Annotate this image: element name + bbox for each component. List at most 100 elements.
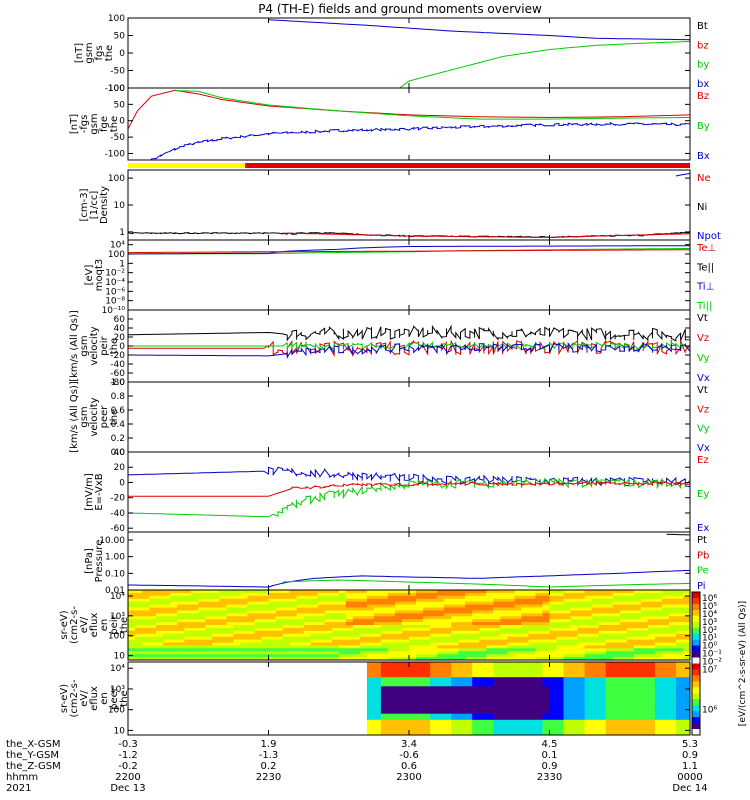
spectrogram-cell (338, 636, 347, 641)
spectrogram-cell (458, 633, 466, 638)
spectrogram-cell (205, 613, 213, 617)
spectrogram-cell (676, 689, 684, 693)
spectrogram-cell (303, 598, 312, 603)
y-tick-label: 10⁴ (110, 241, 125, 251)
spectrogram-cell (500, 728, 508, 733)
spectrogram-cell (135, 616, 143, 620)
spectrogram-cell (282, 598, 291, 603)
spectrogram-cell (570, 648, 579, 652)
spectrogram-cell (591, 633, 600, 638)
spectrogram-cell (542, 695, 550, 699)
spectrogram-cell (184, 639, 192, 643)
spectrogram-cell (451, 713, 459, 718)
spectrogram-cell (570, 710, 579, 715)
spectrogram-cell (430, 732, 438, 736)
spectrogram-cell (205, 627, 213, 632)
spectrogram-cell (514, 728, 522, 733)
spectrogram-cell (142, 642, 150, 646)
spectrogram-cell (451, 651, 459, 655)
spectrogram-cell (170, 607, 178, 611)
spectrogram-cell (380, 622, 389, 626)
spectrogram-cell (331, 633, 340, 638)
y-tick-label: 10⁴ (110, 592, 125, 602)
spectrogram-cell (394, 590, 403, 594)
spectrogram-cell (542, 677, 550, 681)
spectrogram-cell (556, 698, 564, 702)
spectrogram-cell (654, 719, 663, 724)
spectrogram-cell (135, 633, 143, 638)
spectrogram-cell (451, 668, 459, 672)
spectrogram-cell (458, 716, 466, 721)
spectrogram-cell (247, 604, 255, 608)
spectrogram-cell (612, 704, 621, 709)
spectrogram-cell (289, 642, 298, 646)
spectrogram-cell (177, 598, 185, 603)
spectrogram-cell (619, 625, 628, 629)
spectrogram-cell (472, 607, 480, 611)
spectrogram-cell (528, 680, 536, 684)
spectrogram-cell (380, 639, 389, 643)
spectrogram-cell (366, 686, 375, 690)
spectrogram-cell (605, 610, 614, 614)
x-axis-row-value: Dec 14 (672, 783, 707, 794)
spectrogram-cell (654, 639, 663, 643)
spectrogram-cell (640, 695, 649, 699)
spectrogram-cell (493, 683, 501, 687)
spectrogram-cell (633, 613, 642, 617)
spectrogram-cell (163, 625, 171, 629)
spectrogram-cell (640, 707, 649, 712)
colorbar-tick-label: 10⁶ (702, 706, 717, 716)
spectrogram-cell (549, 604, 557, 608)
spectrogram-cell (500, 642, 508, 646)
spectrogram-cell (591, 695, 600, 699)
spectrogram-cell (191, 592, 199, 597)
spectrogram-cell (387, 633, 396, 638)
spectrogram-cell (163, 648, 171, 652)
spectrogram-cell (472, 619, 480, 623)
spectrogram-cell (177, 636, 185, 641)
spectrogram-cell (584, 595, 593, 600)
spectrogram-cell (394, 665, 403, 669)
spectrogram-cell (205, 645, 213, 649)
spectrogram-cell (394, 627, 403, 632)
spectrogram-cell (198, 657, 206, 661)
x-axis-row-value: -0.2 (118, 761, 138, 772)
spectrogram-cell (584, 610, 593, 614)
spectrogram-cell (289, 619, 298, 623)
spectrogram-cell (233, 651, 241, 655)
spectrogram-cell (226, 619, 234, 623)
spectrogram-cell (163, 598, 171, 603)
spectrogram-cell (373, 598, 382, 603)
spectrogram-cell (366, 692, 375, 696)
spectrogram-cell (310, 598, 319, 603)
spectrogram-cell (493, 654, 501, 658)
spectrogram-cell (612, 610, 621, 614)
spectrogram-cell (282, 642, 291, 646)
spectrogram-cell (640, 692, 649, 696)
spectrogram-cell (612, 639, 621, 643)
spectrogram-cell (212, 604, 220, 608)
spectrogram-cell (647, 625, 656, 629)
spectrogram-cell (296, 627, 305, 632)
spectrogram-cell (612, 698, 621, 702)
spectrogram-cell (577, 616, 586, 620)
spectrogram-cell (240, 642, 248, 646)
spectrogram-cell (626, 732, 635, 736)
spectrogram-cell (514, 698, 522, 702)
spectrogram-cell (535, 616, 543, 620)
spectrogram-cell (394, 639, 403, 643)
colorbar-swatch (692, 705, 700, 712)
spectrogram-cell (430, 651, 438, 655)
spectrogram-cell (240, 604, 248, 608)
spectrogram-cell (387, 630, 396, 635)
spectrogram-cell (605, 598, 614, 603)
spectrogram-cell (493, 622, 501, 626)
spectrogram-cell (128, 595, 136, 600)
spectrogram-cell (535, 713, 543, 718)
spectrogram-cell (500, 671, 508, 675)
spectrogram-cell (654, 657, 663, 661)
spectrogram-cell (535, 654, 543, 658)
spectrogram-cell (465, 710, 473, 715)
spectrogram-cell (683, 713, 691, 718)
spectrogram-cell (268, 630, 276, 635)
